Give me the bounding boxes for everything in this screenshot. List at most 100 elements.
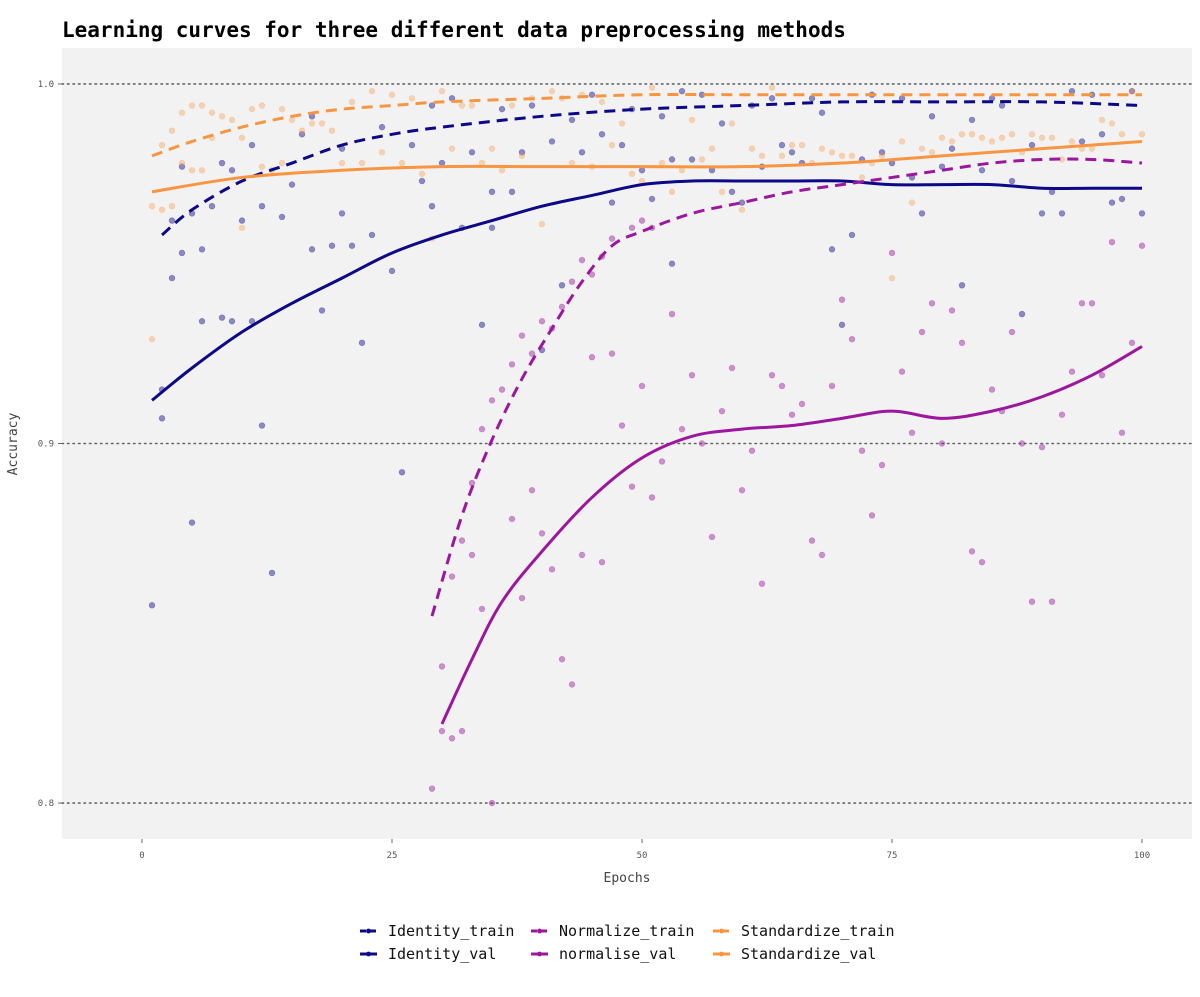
standardize-point <box>148 336 156 343</box>
standardize-point <box>748 145 756 152</box>
standardize-point <box>1108 120 1116 127</box>
identity-point <box>948 145 956 152</box>
identity-point <box>608 199 616 206</box>
identity-point <box>598 131 606 138</box>
standardize-point <box>228 116 236 124</box>
standardize-val-line <box>151 139 1143 194</box>
standardize-point <box>298 127 306 134</box>
standardize-point <box>838 152 846 160</box>
standardize-point <box>898 138 906 145</box>
normalize-point <box>918 328 926 336</box>
normalize-point <box>718 407 726 415</box>
normalize-point <box>488 397 496 404</box>
identity-point <box>1038 210 1046 217</box>
standardize-point <box>538 220 546 228</box>
normalize-point <box>548 566 556 573</box>
normalize-point <box>528 487 536 494</box>
legend-item: Standardize_val <box>713 945 876 963</box>
normalize-point <box>468 551 476 559</box>
identity-point <box>218 159 226 167</box>
x-tick-label: 50 <box>637 851 648 861</box>
identity-point <box>678 87 686 95</box>
standardize-point <box>188 167 196 174</box>
identity-point <box>198 318 206 325</box>
identity-point <box>1018 310 1026 318</box>
identity-point <box>618 141 626 149</box>
y-tick-label: 1.0 <box>38 80 54 90</box>
normalize-point <box>928 300 936 307</box>
standardize-point <box>158 141 166 149</box>
identity-point <box>828 246 836 253</box>
identity-point <box>178 249 186 257</box>
identity-point <box>268 569 276 577</box>
normalize-point <box>1088 300 1096 307</box>
standardize-point <box>718 188 726 196</box>
standardize-point <box>508 102 516 109</box>
normalize-point <box>488 799 496 807</box>
standardize-point <box>988 138 996 145</box>
legend-item: Normalize_train <box>531 922 694 940</box>
identity-point <box>818 109 826 116</box>
standardize-point <box>968 131 976 138</box>
standardize-point <box>688 116 696 124</box>
identity-point <box>1118 195 1126 203</box>
identity-point <box>368 231 376 239</box>
standardize-point <box>668 188 676 196</box>
normalize-train-line <box>430 157 1143 617</box>
standardize-point <box>548 87 556 95</box>
standardize-point <box>658 159 666 167</box>
standardize-point <box>438 87 446 95</box>
identity-point <box>318 307 326 314</box>
legend-label: Normalize_train <box>559 922 694 940</box>
normalize-point <box>1098 371 1106 379</box>
y-axis-label: Accuracy <box>6 413 21 476</box>
legend-label: Standardize_val <box>741 945 876 963</box>
identity-point <box>218 314 226 321</box>
standardize-point <box>318 120 326 127</box>
standardize-point <box>1008 131 1016 138</box>
normalize-point <box>1138 242 1146 249</box>
normalize-point <box>1048 598 1056 605</box>
normalize-point <box>758 580 766 587</box>
identity-point <box>528 102 536 109</box>
standardize-point <box>168 203 176 210</box>
standardize-point <box>788 141 796 149</box>
standardize-train-line <box>151 92 1142 158</box>
standardize-point <box>1038 134 1046 142</box>
standardize-point <box>358 159 366 167</box>
identity-point <box>388 267 396 275</box>
normalize-point <box>888 249 896 257</box>
standardize-point <box>568 159 576 167</box>
standardize-point <box>198 102 206 109</box>
standardize-point <box>918 145 926 152</box>
identity-point <box>1028 141 1036 149</box>
normalize-point <box>638 382 646 390</box>
normalize-point <box>458 537 466 544</box>
legend-label: Standardize_train <box>741 922 895 940</box>
normalize-point <box>518 332 526 339</box>
standardize-point <box>168 127 176 134</box>
identity-point <box>878 149 886 156</box>
standardize-point <box>878 152 886 160</box>
normalize-point <box>608 235 616 242</box>
identity-point <box>788 149 796 156</box>
standardize-point <box>278 105 286 113</box>
standardize-point <box>958 131 966 138</box>
identity-point <box>508 188 516 196</box>
normalize-point <box>508 361 516 368</box>
standardize-point <box>778 152 786 160</box>
identity-point <box>518 149 526 156</box>
normalize-point <box>588 271 596 278</box>
standardize-point <box>158 206 166 213</box>
identity-point <box>658 113 666 120</box>
normalize-point <box>678 425 686 433</box>
identity-point <box>738 199 746 206</box>
normalize-point <box>748 447 756 454</box>
identity-point <box>498 105 506 113</box>
normalize-point <box>688 371 696 379</box>
standardize-point <box>288 116 296 124</box>
identity-point <box>428 203 436 210</box>
legend-item: Identity_train <box>360 922 514 940</box>
identity-point <box>488 224 496 231</box>
identity-point <box>488 188 496 196</box>
